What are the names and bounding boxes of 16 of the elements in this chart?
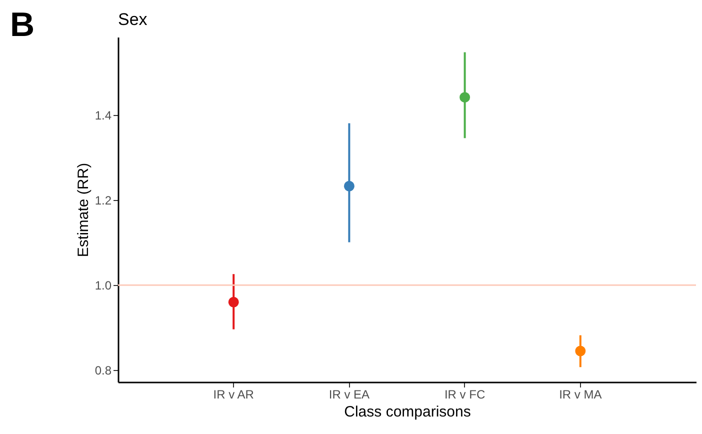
text: B bbox=[10, 6, 35, 45]
point bbox=[575, 346, 586, 356]
point bbox=[228, 296, 239, 308]
y-tick-label: 1.2 bbox=[94, 194, 112, 208]
chart-title: Sex bbox=[118, 10, 148, 29]
x-tick-label: IR v FC bbox=[444, 388, 486, 402]
x-tick-label: IR v MA bbox=[559, 388, 602, 402]
y-tick-label: 0.8 bbox=[94, 364, 112, 378]
x-tick-label: IR v EA bbox=[328, 388, 370, 402]
y-axis-title: Estimate (RR) bbox=[74, 162, 92, 258]
point bbox=[460, 92, 470, 103]
point bbox=[344, 180, 354, 192]
y-tick-label: 1.0 bbox=[94, 278, 112, 293]
x-tick-label: IR v AR bbox=[213, 388, 254, 402]
x-axis-title: Class comparisons bbox=[344, 404, 471, 420]
y-tick-label: 1.4 bbox=[94, 108, 112, 123]
